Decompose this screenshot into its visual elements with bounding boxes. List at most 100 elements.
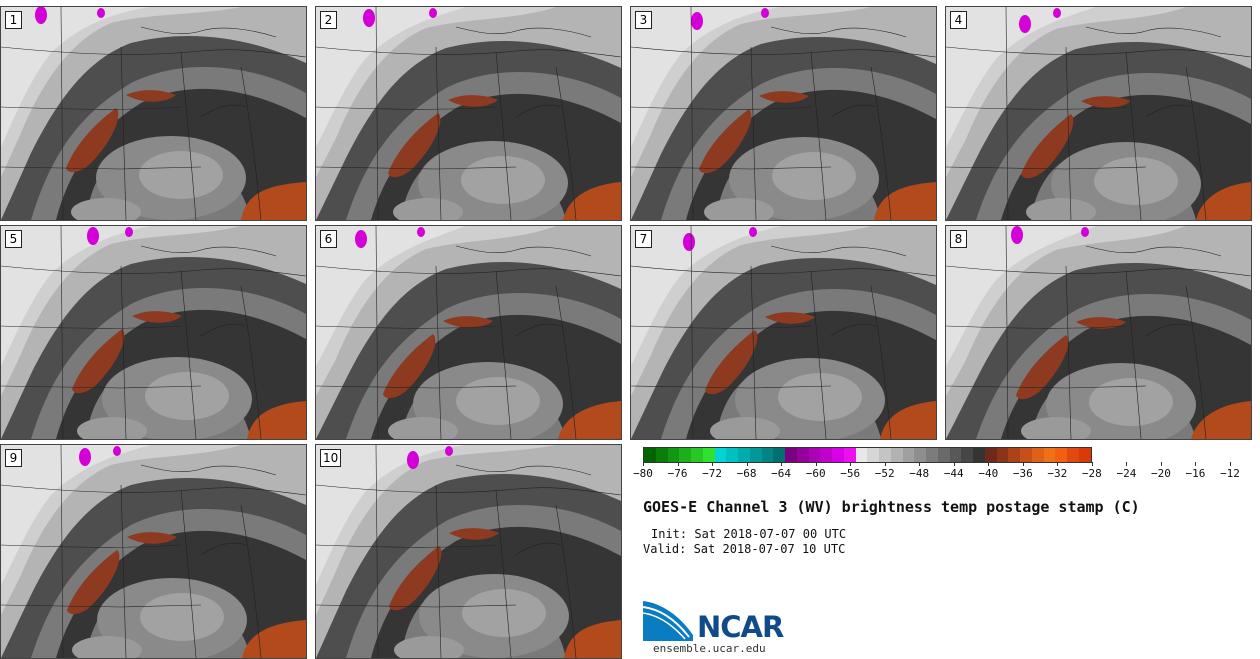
water-vapor-image <box>1 226 306 439</box>
colorbar-tick-label: −76 <box>667 467 688 480</box>
stamp-panel-2: 2 <box>315 6 622 221</box>
colorbar-swatch <box>808 448 821 462</box>
colorbar-swatch <box>984 448 997 462</box>
colorbar-swatch <box>702 448 715 462</box>
colorbar-tick-label: −48 <box>909 467 930 480</box>
colorbar-tick <box>746 462 748 466</box>
colorbar-tick <box>643 462 644 466</box>
stamp-number-label: 5 <box>5 230 22 248</box>
colorbar-tick <box>1126 462 1128 466</box>
colorbar-tick <box>712 462 714 466</box>
init-time: Init: Sat 2018-07-07 00 UTC <box>651 527 847 541</box>
water-vapor-image <box>1 7 306 220</box>
stamp-panel-6: 6 <box>315 225 622 440</box>
colorbar-swatch <box>973 448 985 462</box>
stamp-panel-10: 10 <box>315 444 622 659</box>
colorbar-swatch <box>691 448 703 462</box>
colorbar-tick-label: −72 <box>702 467 722 480</box>
stamp-panel-8: 8 <box>945 225 1252 440</box>
colorbar-tick <box>1091 462 1093 466</box>
stamp-panel-5: 5 <box>0 225 307 440</box>
colorbar-swatch <box>667 448 680 462</box>
colorbar <box>643 447 1092 463</box>
colorbar-swatch <box>843 448 856 462</box>
colorbar-tick-label: −64 <box>771 467 792 480</box>
colorbar-swatch <box>996 448 1009 462</box>
colorbar-tick <box>815 462 817 466</box>
colorbar-swatch <box>867 448 879 462</box>
colorbar-tick-label: −32 <box>1047 467 1068 480</box>
colorbar-swatch <box>726 448 738 462</box>
colorbar-swatch <box>679 448 691 462</box>
water-vapor-image <box>631 226 936 439</box>
colorbar-swatch <box>890 448 903 462</box>
stamp-number-label: 8 <box>950 230 967 248</box>
valid-time: Valid: Sat 2018-07-07 10 UTC <box>643 542 846 556</box>
colorbar-tick <box>850 462 852 466</box>
colorbar-tick-label: −68 <box>736 467 757 480</box>
colorbar-swatch <box>1020 448 1032 462</box>
colorbar-swatch <box>1078 448 1091 462</box>
colorbar-tick-label: −36 <box>1012 467 1033 480</box>
colorbar-swatch <box>855 448 868 462</box>
colorbar-swatch <box>937 448 950 462</box>
figure-title: GOES-E Channel 3 (WV) brightness temp po… <box>643 498 1140 516</box>
water-vapor-image <box>946 226 1251 439</box>
stamp-number-label: 10 <box>320 449 342 467</box>
colorbar-tick <box>953 462 955 466</box>
ncar-logo-icon <box>643 601 693 641</box>
colorbar-tick-label: −44 <box>943 467 964 480</box>
colorbar-tick <box>1195 462 1197 466</box>
stamp-number-label: 2 <box>320 11 337 29</box>
colorbar-swatch <box>832 448 844 462</box>
stamp-panel-7: 7 <box>630 225 937 440</box>
colorbar-swatch <box>949 448 962 462</box>
colorbar-swatch <box>926 448 938 462</box>
stamp-panel-9: 9 <box>0 444 307 659</box>
colorbar-tick-label: −80 <box>633 467 653 480</box>
water-vapor-image <box>946 7 1251 220</box>
colorbar-tick <box>1230 462 1231 466</box>
colorbar-tick-label: −56 <box>840 467 861 480</box>
colorbar-swatch <box>773 448 785 462</box>
stamp-number-label: 1 <box>5 11 22 29</box>
water-vapor-image <box>316 7 621 220</box>
colorbar-swatch <box>902 448 915 462</box>
colorbar-tick <box>781 462 783 466</box>
stamp-number-label: 4 <box>950 11 967 29</box>
colorbar-swatch <box>785 448 797 462</box>
stamp-number-label: 3 <box>635 11 652 29</box>
colorbar-swatch <box>761 448 774 462</box>
ncar-logo-text: NCAR <box>697 610 784 644</box>
colorbar-swatch <box>961 448 973 462</box>
colorbar-swatch <box>820 448 832 462</box>
colorbar-swatch <box>1008 448 1020 462</box>
colorbar-swatch <box>1067 448 1079 462</box>
water-vapor-image <box>1 445 306 658</box>
colorbar-swatch <box>1031 448 1044 462</box>
colorbar-tick-label: −60 <box>805 467 826 480</box>
colorbar-tick <box>677 462 679 466</box>
stamp-panel-4: 4 <box>945 6 1252 221</box>
colorbar-tick-label: −52 <box>874 467 895 480</box>
colorbar-tick <box>1057 462 1059 466</box>
stamp-panel-1: 1 <box>0 6 307 221</box>
colorbar-tick <box>1160 462 1162 466</box>
stamp-number-label: 9 <box>5 449 22 467</box>
colorbar-swatch <box>1043 448 1056 462</box>
colorbar-swatch <box>879 448 891 462</box>
colorbar-tick <box>988 462 990 466</box>
colorbar-tick-label: −20 <box>1151 467 1171 480</box>
colorbar-tick-label: −12 <box>1220 467 1240 480</box>
stamp-number-label: 6 <box>320 230 337 248</box>
colorbar-swatch <box>644 448 656 462</box>
colorbar-tick-label: −16 <box>1185 467 1206 480</box>
stamp-panel-3: 3 <box>630 6 937 221</box>
stamp-number-label: 7 <box>635 230 652 248</box>
colorbar-swatch <box>738 448 750 462</box>
colorbar-swatch <box>749 448 762 462</box>
water-vapor-image <box>316 226 621 439</box>
colorbar-tick-label: −40 <box>978 467 999 480</box>
colorbar-swatch <box>796 448 809 462</box>
colorbar-swatch <box>655 448 668 462</box>
